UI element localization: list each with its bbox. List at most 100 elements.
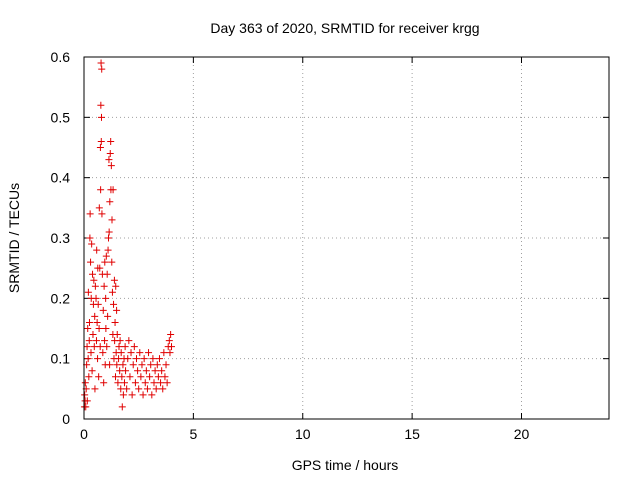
x-tick-label: 15 (404, 426, 420, 442)
data-point (98, 113, 105, 121)
data-point (96, 144, 104, 151)
data-point (147, 361, 155, 369)
data-point (119, 361, 127, 369)
data-point (151, 367, 159, 375)
data-point (106, 150, 114, 158)
data-point (99, 349, 107, 357)
data-point (105, 234, 112, 242)
data-point (91, 385, 99, 393)
data-point (102, 294, 110, 302)
data-point (112, 282, 120, 290)
data-point (108, 288, 116, 296)
data-point (108, 216, 116, 224)
data-point (121, 343, 129, 351)
data-point (125, 337, 133, 345)
chart-title: Day 363 of 2020, SRMTID for receiver krg… (210, 20, 479, 36)
data-point (94, 300, 102, 308)
data-point (133, 355, 140, 363)
x-tick-label: 5 (189, 426, 197, 442)
data-point (89, 331, 97, 339)
data-point (85, 337, 93, 345)
data-point (129, 361, 137, 369)
grid-lines (84, 57, 609, 419)
data-point (115, 343, 123, 351)
data-point (93, 318, 101, 326)
data-point (97, 186, 105, 194)
data-point (145, 349, 153, 357)
y-tick-label: 0.5 (51, 109, 71, 125)
data-point (142, 367, 150, 375)
data-point (123, 385, 131, 393)
data-point (96, 264, 104, 272)
data-point (163, 379, 171, 387)
data-point (114, 379, 122, 387)
data-point (96, 343, 104, 351)
y-tick-label: 0.4 (51, 170, 71, 186)
y-tick-labels: 0 0.1 0.2 0.3 0.4 0.5 0.6 (51, 49, 71, 427)
data-point (81, 379, 89, 387)
data-point (161, 373, 169, 381)
data-point (90, 343, 98, 351)
data-point (82, 403, 90, 411)
data-point (141, 379, 149, 387)
data-point (137, 373, 145, 381)
data-point (97, 101, 105, 109)
data-point (103, 343, 111, 351)
data-point (117, 349, 125, 357)
data-point (117, 385, 125, 393)
data-point (106, 361, 114, 369)
data-point (95, 325, 103, 332)
data-point (84, 288, 92, 296)
data-point (160, 349, 168, 357)
data-point (98, 210, 106, 218)
data-point (118, 403, 126, 411)
x-tick-label: 10 (295, 426, 311, 442)
data-point (149, 355, 157, 363)
data-point (101, 337, 109, 345)
data-point (135, 385, 143, 393)
data-point (116, 367, 124, 375)
data-point (95, 204, 103, 212)
data-point (120, 379, 128, 387)
data-point (157, 379, 165, 387)
data-point (139, 391, 147, 399)
data-point (88, 367, 96, 375)
data-point (107, 162, 115, 170)
y-tick-label: 0.6 (51, 49, 71, 65)
data-point (94, 355, 102, 363)
data-point (134, 367, 142, 375)
data-point (159, 385, 167, 393)
data-point (124, 355, 132, 363)
data-point (155, 355, 163, 363)
y-tick-label: 0.1 (51, 351, 71, 367)
data-point (128, 391, 136, 399)
data-point (91, 312, 99, 320)
data-point (113, 306, 121, 314)
x-tick-label: 20 (514, 426, 530, 442)
data-point (86, 210, 94, 218)
data-point (148, 391, 156, 399)
data-point (167, 331, 175, 339)
data-point (88, 240, 96, 248)
data-points (80, 59, 175, 411)
data-point (110, 276, 118, 284)
x-tick-labels: 0 5 10 15 20 (80, 426, 529, 442)
data-point (113, 331, 121, 339)
data-point (103, 270, 111, 278)
data-point (91, 282, 99, 290)
data-point (154, 373, 162, 381)
data-point (81, 391, 89, 399)
data-point (84, 325, 92, 332)
y-axis-label: SRMTID / TECUs (6, 183, 22, 293)
data-point (150, 379, 158, 387)
data-point (107, 137, 115, 145)
data-point (100, 282, 108, 290)
data-point (146, 373, 154, 381)
data-point (108, 258, 116, 266)
data-point (101, 258, 109, 266)
data-point (106, 198, 114, 206)
data-point (126, 373, 134, 381)
data-point (102, 325, 110, 332)
data-point (130, 343, 138, 351)
